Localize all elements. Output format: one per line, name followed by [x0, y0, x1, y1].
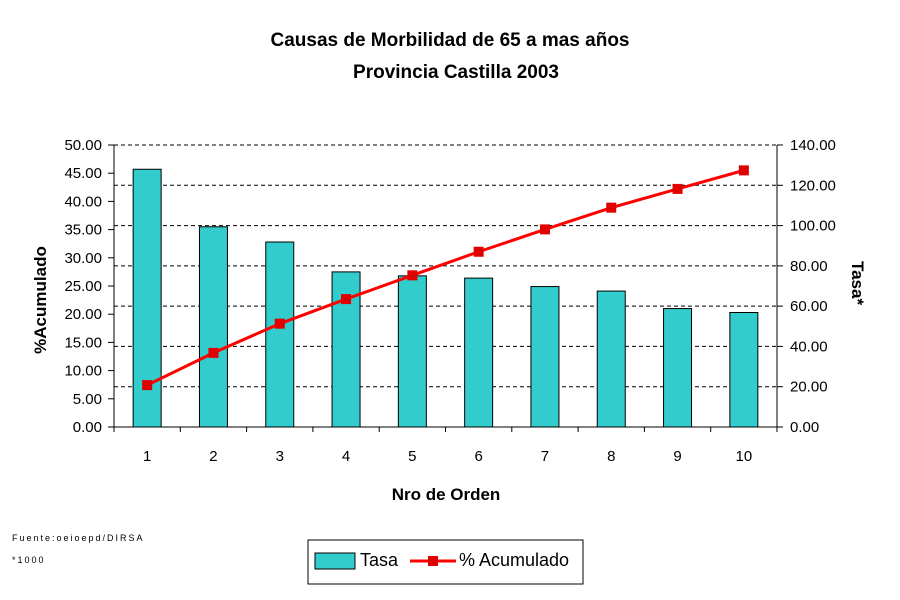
source-note: Fuente:oeioepd/DIRSA	[12, 533, 145, 543]
chart-subtitle: Provincia Castilla 2003	[353, 62, 559, 83]
right-tick-label: 80.00	[790, 258, 828, 275]
bar	[198, 226, 228, 428]
left-tick-label: 50.00	[64, 137, 102, 154]
rate-note: *1000	[12, 555, 46, 565]
line-marker	[142, 380, 153, 391]
left-axis: 0.00 5.00 10.00 15.00 20.00 25.00 30.00 35.00 40…	[64, 137, 114, 436]
left-axis-title: %Acumulado	[31, 246, 50, 354]
left-tick-label: 35.00	[64, 222, 102, 239]
left-tick-label: 0.00	[73, 419, 102, 436]
right-tick-label: 20.00	[790, 379, 828, 396]
bar	[265, 241, 295, 428]
line-marker	[738, 165, 749, 176]
chart-title: Causas de Morbilidad de 65 a mas años	[270, 30, 629, 51]
left-tick-label: 15.00	[64, 334, 102, 351]
bar	[464, 277, 494, 428]
x-tick-label: 6	[474, 448, 482, 465]
x-tick-label: 5	[408, 448, 416, 465]
legend-swatch-marker	[428, 556, 438, 566]
right-tick-label: 140.00	[790, 137, 836, 154]
x-tick-label: 10	[736, 448, 753, 465]
x-axis: 1 2 3 4 5 6 7 8 9 10	[113, 427, 778, 465]
line-marker	[407, 270, 418, 281]
left-tick-label: 45.00	[64, 165, 102, 182]
x-tick-label: 3	[276, 448, 284, 465]
line-marker	[539, 224, 550, 235]
cumulative-line	[142, 165, 749, 391]
right-tick-label: 40.00	[790, 338, 828, 355]
left-tick-label: 25.00	[64, 278, 102, 295]
x-tick-label: 7	[541, 448, 549, 465]
right-axis: 0.00 20.00 40.00 60.00 80.00 100.00 120.00 140.…	[777, 137, 836, 436]
x-tick-label: 2	[209, 448, 217, 465]
bar	[663, 308, 693, 428]
right-axis-title: Tasa*	[848, 261, 867, 305]
right-tick-label: 120.00	[790, 177, 836, 194]
x-axis-title: Nro de Orden	[392, 485, 501, 504]
x-tick-label: 8	[607, 448, 615, 465]
bar	[729, 312, 759, 428]
legend-label-line: % Acumulado	[459, 550, 569, 570]
right-tick-label: 100.00	[790, 218, 836, 235]
left-tick-label: 10.00	[64, 363, 102, 380]
legend-label-bar: Tasa	[360, 550, 399, 570]
line-marker	[341, 294, 352, 305]
line-marker	[672, 183, 683, 194]
line-marker	[274, 318, 285, 329]
left-tick-label: 40.00	[64, 193, 102, 210]
left-tick-label: 20.00	[64, 306, 102, 323]
line-marker	[473, 246, 484, 257]
legend-swatch-bar	[314, 552, 356, 570]
grid	[114, 144, 777, 388]
right-tick-label: 60.00	[790, 298, 828, 315]
bars	[132, 168, 759, 428]
x-tick-label: 1	[143, 448, 151, 465]
line-path	[146, 168, 745, 387]
legend: Tasa % Acumulado	[307, 539, 584, 585]
bar	[596, 290, 626, 428]
left-tick-label: 30.00	[64, 250, 102, 267]
x-tick-label: 4	[342, 448, 350, 465]
x-tick-label: 9	[673, 448, 681, 465]
line-marker	[606, 202, 617, 213]
line-marker	[208, 347, 219, 358]
bar	[397, 275, 427, 428]
bar	[530, 286, 560, 428]
left-tick-label: 5.00	[73, 391, 102, 408]
right-tick-label: 0.00	[790, 419, 819, 436]
